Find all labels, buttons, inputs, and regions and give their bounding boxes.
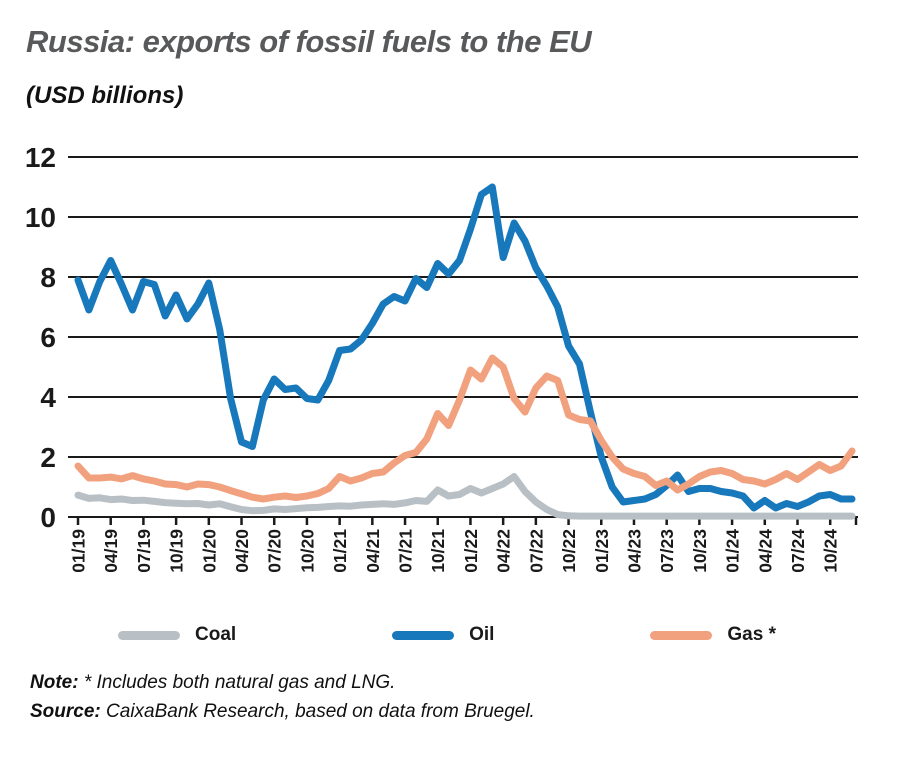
source-label: Source: xyxy=(30,701,101,722)
oil-line-swatch xyxy=(392,630,455,640)
chart-legend: Coal Oil Gas * xyxy=(118,624,776,646)
x-axis-tick-label: 04/23 xyxy=(624,529,644,573)
x-axis-tick-label: 01/20 xyxy=(199,529,219,573)
legend-label-coal: Coal xyxy=(195,624,237,645)
x-axis-tick-label: 04/19 xyxy=(101,529,121,573)
x-axis-tick-label: 04/22 xyxy=(494,529,514,573)
legend-label-gas: Gas * xyxy=(727,624,776,645)
legend-label-oil: Oil xyxy=(469,624,495,645)
x-axis-tick-label: 01/21 xyxy=(330,529,350,573)
x-axis-tick-label: 10/21 xyxy=(428,529,448,573)
y-axis-tick-label: 0 xyxy=(40,502,56,533)
x-axis-tick-label: 07/19 xyxy=(134,529,154,573)
y-axis-tick-label: 8 xyxy=(40,262,56,293)
gas-line-swatch xyxy=(650,630,713,640)
x-axis-tick-label: 10/23 xyxy=(690,529,710,573)
note-label: Note: xyxy=(30,672,79,693)
y-axis-tick-label: 2 xyxy=(40,442,56,473)
legend-item-oil: Oil xyxy=(392,624,494,646)
legend-item-gas: Gas * xyxy=(650,624,776,646)
x-axis-tick-label: 01/23 xyxy=(592,529,612,573)
y-axis-tick-label: 4 xyxy=(40,382,56,413)
x-axis-tick-label: 10/24 xyxy=(821,529,841,573)
chart-footer: Note: * Includes both natural gas and LN… xyxy=(30,672,535,730)
x-axis-tick-label: 10/20 xyxy=(297,529,317,573)
y-axis-tick-label: 6 xyxy=(40,322,56,353)
x-axis-tick-label: 07/20 xyxy=(265,529,285,573)
x-axis-tick-label: 04/20 xyxy=(232,529,252,573)
page-subtitle: (USD billions) xyxy=(26,82,184,109)
x-axis-tick-label: 10/22 xyxy=(559,529,579,573)
x-axis-tick-label: 07/22 xyxy=(526,529,546,573)
x-axis-tick-label: 07/23 xyxy=(657,529,677,573)
oil-line xyxy=(74,183,856,512)
x-axis-tick-label: 01/19 xyxy=(69,529,89,573)
coal-line xyxy=(74,473,856,520)
legend-item-coal: Coal xyxy=(118,624,236,646)
gas-line xyxy=(74,354,856,503)
y-axis-tick-label: 10 xyxy=(25,202,56,233)
x-axis-tick-label: 07/24 xyxy=(788,529,808,573)
source-line: Source: CaixaBank Research, based on dat… xyxy=(30,701,535,722)
y-axis-tick-label: 12 xyxy=(25,142,56,173)
x-axis-tick-label: 01/22 xyxy=(461,529,481,573)
x-axis-tick-label: 07/21 xyxy=(396,529,416,573)
x-axis-tick-label: 04/24 xyxy=(755,529,775,573)
x-axis-tick-label: 04/21 xyxy=(363,529,383,573)
page-title: Russia: exports of fossil fuels to the E… xyxy=(26,24,592,59)
note-line: Note: * Includes both natural gas and LN… xyxy=(30,672,396,693)
x-axis-tick-label: 10/19 xyxy=(167,529,187,573)
coal-line-swatch xyxy=(118,630,180,640)
x-axis-tick-label: 01/24 xyxy=(723,529,743,573)
